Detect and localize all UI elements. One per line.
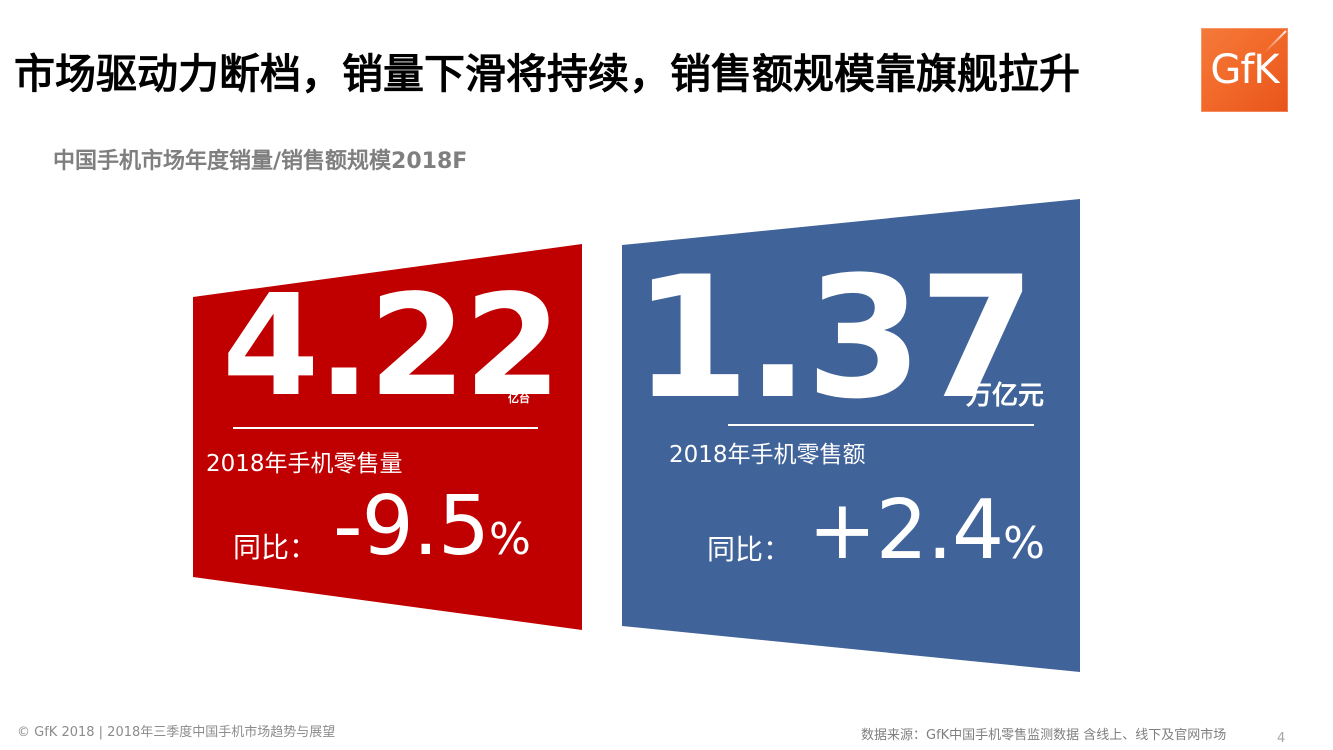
sales-yoy-number: +2.4 [808,483,1004,578]
chart-subtitle: 中国手机市场年度销量/销售额规模2018F [53,149,468,174]
volume-yoy-percent: % [489,514,531,565]
sales-value: 1.37 [633,240,1036,436]
sales-yoy-value: +2.4% [808,486,1045,589]
sales-yoy-label: 同比： [707,533,792,566]
volume-yoy-label: 同比： [233,531,318,564]
footer-source: 数据来源：GfK中国手机零售监测数据 含线上、线下及官网市场 [861,728,1227,743]
sales-unit: 万亿元 [966,381,1045,411]
slide-title: 市场驱动力断档，销量下滑将持续，销售额规模靠旗舰拉升 [14,50,1080,98]
sales-divider [728,424,1034,426]
volume-label: 2018年手机零售量 [206,451,403,477]
footer-copyright: © GfK 2018 | 2018年三季度中国手机市场趋势与展望 [17,725,336,740]
value-panel-bg [622,199,1080,672]
volume-divider [233,427,538,429]
gfk-logo: GfK [1201,28,1288,112]
page-number: 4 [1277,731,1286,746]
sales-yoy-percent: % [1003,518,1045,569]
logo-text: GfK [1210,47,1279,93]
volume-panel-bg [193,244,582,630]
sales-label: 2018年手机零售额 [669,442,866,468]
volume-yoy-number: -9.5 [333,479,490,574]
volume-value: 4.22 [222,265,561,428]
volume-yoy-value: -9.5% [333,482,531,585]
volume-unit: 亿台 [508,392,530,405]
